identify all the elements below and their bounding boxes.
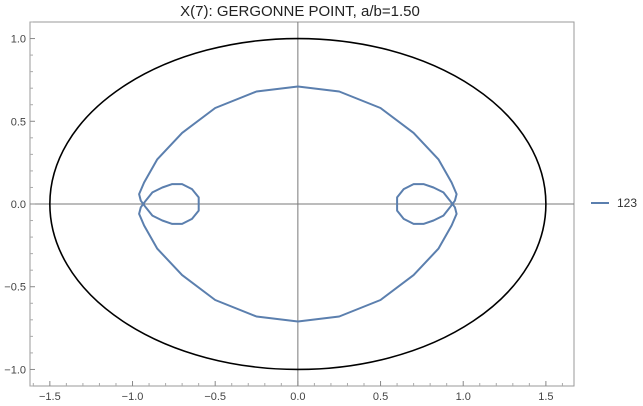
series-group <box>49 37 547 371</box>
y-tick-label: −1.0 <box>4 364 26 376</box>
x-tick-label: −0.5 <box>204 391 226 403</box>
x-tick-label: 0.0 <box>290 391 305 403</box>
x-tick-label: 1.5 <box>538 391 553 403</box>
x-tick-label: −1.0 <box>122 391 144 403</box>
y-tick-label: 0.5 <box>11 116 26 128</box>
x-tick-label: −1.5 <box>39 391 61 403</box>
legend: 123 <box>591 196 637 210</box>
x-axis-ticks: −1.5 −1.0 −0.5 0.0 0.5 1.0 1.5 <box>32 381 563 403</box>
legend-label: 123 <box>617 196 637 210</box>
ellipse-curve <box>49 37 547 371</box>
y-tick-label: 1.0 <box>11 34 26 46</box>
axes <box>30 22 574 386</box>
y-tick-label: 0.0 <box>11 199 26 211</box>
x-tick-label: 1.0 <box>456 391 471 403</box>
locus-curve <box>138 85 458 323</box>
y-axis-ticks: −1.0 −0.5 0.0 0.5 1.0 <box>4 21 35 387</box>
chart-title: X(7): GERGONNE POINT, a/b=1.50 <box>180 3 420 20</box>
x-tick-label: 0.5 <box>373 391 388 403</box>
y-tick-label: −0.5 <box>4 282 26 294</box>
